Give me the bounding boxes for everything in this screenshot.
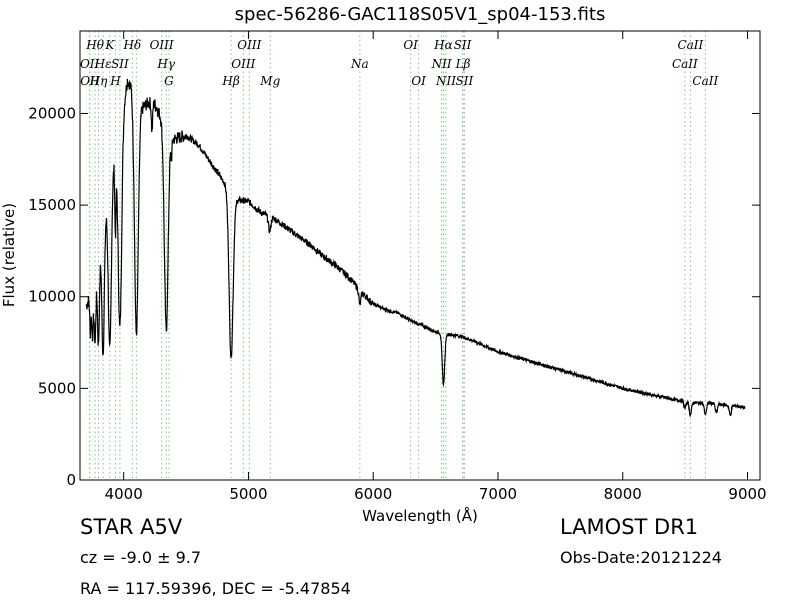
observation-date: Obs-Date:20121224 bbox=[560, 548, 722, 567]
x-axis-ticks: 4000 5000 6000 7000 8000 9000 bbox=[105, 31, 767, 503]
line-label-12: G bbox=[164, 74, 174, 88]
line-label-1: OII bbox=[80, 74, 100, 88]
x-tick-label-0: 4000 bbox=[105, 485, 143, 503]
y-tick-label-1: 5000 bbox=[38, 379, 76, 397]
y-tick-label-4: 20000 bbox=[28, 104, 76, 122]
line-label-4: Hε bbox=[94, 57, 112, 71]
x-axis-label: Wavelength (Å) bbox=[362, 506, 478, 525]
x-tick-label-5: 9000 bbox=[728, 485, 766, 503]
coordinates: RA = 117.59396, DEC = -5.47854 bbox=[80, 579, 351, 598]
line-label-26: CaII bbox=[672, 57, 698, 71]
line-label-27: CaII bbox=[677, 38, 703, 52]
line-label-6: H bbox=[109, 74, 121, 88]
line-label-20: NII bbox=[431, 57, 452, 71]
y-axis-label: Flux (relative) bbox=[0, 203, 18, 307]
line-label-23: SII bbox=[454, 38, 472, 52]
line-label-3: Hη bbox=[89, 74, 108, 88]
line-label-15: OIII bbox=[237, 38, 261, 52]
line-label-7: SII bbox=[111, 57, 129, 71]
line-label-18: OI bbox=[403, 38, 418, 52]
x-tick-label-2: 6000 bbox=[354, 485, 392, 503]
y-tick-label-3: 15000 bbox=[28, 196, 76, 214]
line-label-5: K bbox=[104, 38, 115, 52]
survey-name: LAMOST DR1 bbox=[560, 515, 699, 539]
line-label-10: OIII bbox=[150, 38, 174, 52]
y-axis-ticks: 0 5000 10000 15000 20000 bbox=[28, 104, 760, 489]
y-tick-label-2: 10000 bbox=[28, 288, 76, 306]
line-label-17: Na bbox=[350, 57, 369, 71]
line-label-16: Mg bbox=[259, 74, 280, 88]
line-label-24: Lβ bbox=[455, 57, 471, 71]
plot-frame bbox=[79, 30, 761, 481]
line-label-14: OIII bbox=[231, 57, 255, 71]
x-tick-label-1: 5000 bbox=[229, 485, 267, 503]
cz-value: cz = -9.0 ± 9.7 bbox=[80, 548, 202, 567]
line-label-11: Hγ bbox=[156, 57, 175, 71]
line-label-8: Hδ bbox=[123, 38, 142, 52]
chart-title: spec-56286-GAC118S05V1_sp04-153.fits bbox=[234, 4, 606, 25]
line-label-25: SII bbox=[456, 74, 474, 88]
x-tick-label-3: 7000 bbox=[479, 485, 517, 503]
line-label-22: NII bbox=[435, 74, 456, 88]
line-label-28: CaII bbox=[692, 74, 718, 88]
object-class: STAR A5V bbox=[80, 515, 183, 539]
line-label-21: Hα bbox=[433, 38, 453, 52]
spectrum-line bbox=[85, 78, 746, 418]
line-label-19: OI bbox=[411, 74, 426, 88]
x-tick-label-4: 8000 bbox=[604, 485, 642, 503]
spectral-line-labels: OII OII Hθ Hη Hε K H SII Hδ OIII Hγ G Hβ OIII OIII Mg Na… bbox=[80, 38, 719, 88]
line-label-0: OII bbox=[80, 57, 100, 71]
y-tick-label-0: 0 bbox=[66, 471, 76, 489]
spectral-line-markers bbox=[89, 31, 706, 480]
line-label-13: Hβ bbox=[221, 74, 239, 88]
line-label-2: Hθ bbox=[85, 38, 104, 52]
